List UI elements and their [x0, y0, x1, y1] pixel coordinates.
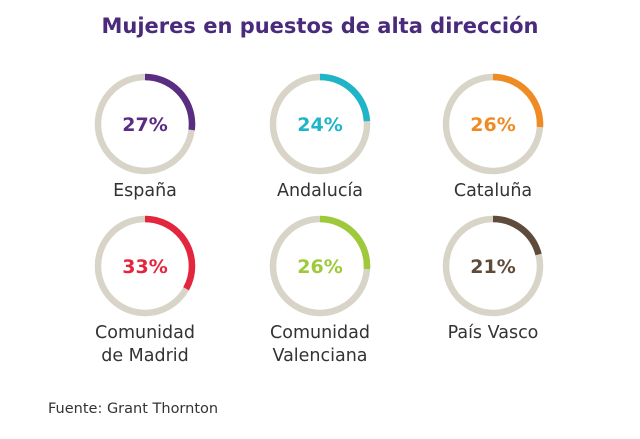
donut-card-comunidad-valenciana: 26% Comunidad Valenciana — [225, 212, 415, 368]
donut-chart: 21% — [442, 215, 544, 317]
donut-card-espana: 27% España — [50, 70, 240, 203]
region-label-line: Comunidad — [270, 323, 370, 343]
donut-percent-label: 26% — [297, 256, 342, 278]
source-note: Fuente: Grant Thornton — [48, 401, 219, 417]
region-label-line: Valenciana — [272, 346, 368, 366]
donut-card-cataluna: 26% Cataluña — [398, 70, 588, 203]
donut-chart: 24% — [269, 73, 371, 175]
donut-percent-label: 24% — [297, 114, 342, 136]
donut-card-andalucia: 24% Andalucía — [225, 70, 415, 203]
donut-chart: 27% — [94, 73, 196, 175]
chart-title: Mujeres en puestos de alta dirección — [101, 14, 539, 38]
region-label: Comunidad Valenciana — [225, 322, 415, 368]
donut-value-arc — [442, 73, 544, 175]
donut-value-arc — [94, 215, 196, 317]
region-label-line: Comunidad — [95, 323, 195, 343]
donut-card-comunidad-de-madrid: 33% Comunidad de Madrid — [50, 212, 240, 368]
region-label: Andalucía — [225, 180, 415, 203]
donut-value-arc — [269, 215, 371, 317]
region-label-line: de Madrid — [101, 346, 189, 366]
donut-chart: 26% — [442, 73, 544, 175]
region-label: Comunidad de Madrid — [50, 322, 240, 368]
donut-percent-label: 26% — [470, 114, 515, 136]
donut-chart: 26% — [269, 215, 371, 317]
donut-value-arc — [442, 215, 544, 317]
region-label: España — [50, 180, 240, 203]
donut-card-pais-vasco: 21% País Vasco — [398, 212, 588, 345]
region-label: País Vasco — [398, 322, 588, 345]
donut-value-arc — [269, 73, 371, 175]
region-label-line: Cataluña — [453, 181, 533, 201]
region-label: Cataluña — [398, 180, 588, 203]
donut-value-arc — [94, 73, 196, 175]
region-label-line: Andalucía — [276, 181, 364, 201]
donut-percent-label: 21% — [470, 256, 515, 278]
region-label-line: País Vasco — [447, 323, 539, 343]
donut-percent-label: 27% — [122, 114, 167, 136]
donut-chart: 33% — [94, 215, 196, 317]
region-label-line: España — [113, 181, 177, 201]
donut-percent-label: 33% — [122, 256, 167, 278]
